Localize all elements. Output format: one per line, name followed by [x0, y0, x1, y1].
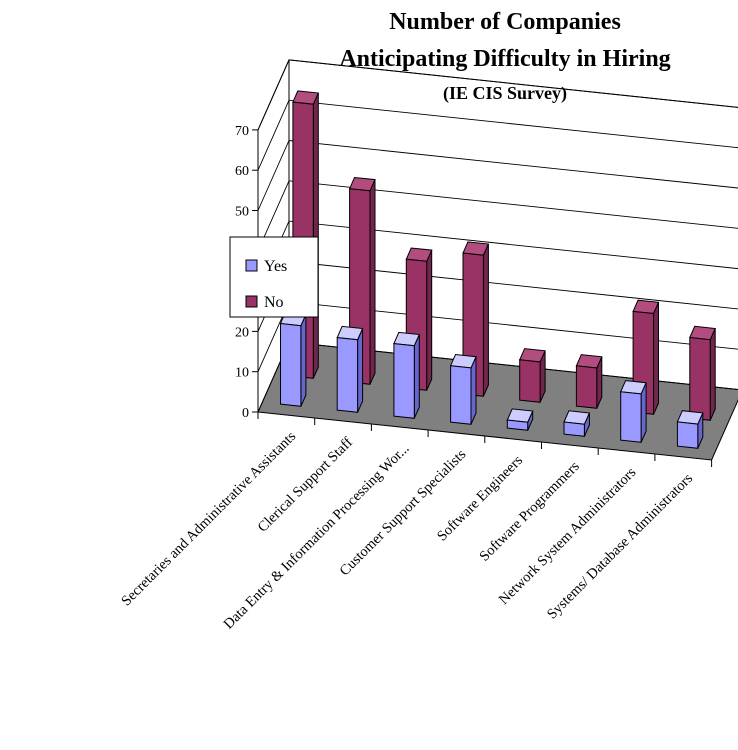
- gridline: [257, 220, 738, 292]
- gridline: [257, 59, 738, 131]
- gridline: [257, 140, 738, 211]
- bar-yes-front: [563, 421, 585, 437]
- bar-no-front: [519, 359, 541, 403]
- bar-yes-front: [393, 343, 415, 419]
- y-tick-label: 0: [242, 406, 249, 421]
- bar-yes-side: [300, 314, 307, 407]
- legend-swatch-yes: [245, 259, 258, 272]
- bar-yes: [676, 410, 704, 449]
- bar-yes: [279, 311, 307, 407]
- chart-title-line-1: Number of Companies: [389, 9, 621, 35]
- bar-no-front: [575, 365, 598, 409]
- chart-floor: [257, 341, 738, 461]
- y-tick-label: 10: [235, 366, 249, 381]
- bar-no: [518, 348, 546, 403]
- bar-no-side: [482, 243, 489, 397]
- chart-title-line-2: Anticipating Difficulty in Hiring: [339, 46, 670, 72]
- x-category-label: Customer Support Specialists: [337, 446, 470, 579]
- bar-no-side: [312, 92, 319, 379]
- bar-no: [632, 299, 660, 415]
- bar-no: [575, 354, 603, 409]
- bar-yes-side: [413, 334, 420, 419]
- y-tick-label: 50: [235, 205, 249, 220]
- y-tick-label: 70: [235, 124, 249, 139]
- bar-yes-front: [280, 322, 302, 407]
- bar-yes-front: [506, 419, 529, 431]
- bar-no-side: [426, 249, 433, 391]
- bar-no-side: [369, 179, 376, 385]
- bar-yes: [393, 331, 421, 419]
- legend: Yes No: [229, 236, 319, 318]
- bar-no-front: [689, 336, 711, 421]
- bar-yes-front: [450, 365, 472, 425]
- gridline: [257, 99, 738, 171]
- chart-walls: [257, 59, 738, 461]
- bar-no: [689, 325, 716, 421]
- y-tick-label: 60: [235, 164, 249, 179]
- bar-yes: [336, 325, 364, 413]
- chart-subtitle: (IE CIS Survey): [443, 83, 567, 104]
- legend-swatch-no: [245, 295, 258, 308]
- bar-yes: [449, 353, 477, 425]
- legend-label-no: No: [264, 294, 284, 311]
- bar-no-side: [653, 302, 659, 415]
- gridline: [257, 260, 738, 332]
- bar-yes-front: [336, 337, 359, 413]
- bar-no-side: [709, 328, 716, 421]
- y-tick-label: 20: [235, 325, 249, 340]
- bar-yes: [563, 410, 591, 437]
- gridline: [257, 180, 738, 251]
- legend-label-yes: Yes: [264, 258, 287, 275]
- bar-yes-side: [357, 328, 364, 413]
- bar-yes-front: [620, 391, 642, 443]
- legend-box: [229, 236, 319, 318]
- bar-yes: [506, 408, 534, 431]
- bar-yes-front: [676, 421, 699, 449]
- bar-yes: [619, 380, 647, 443]
